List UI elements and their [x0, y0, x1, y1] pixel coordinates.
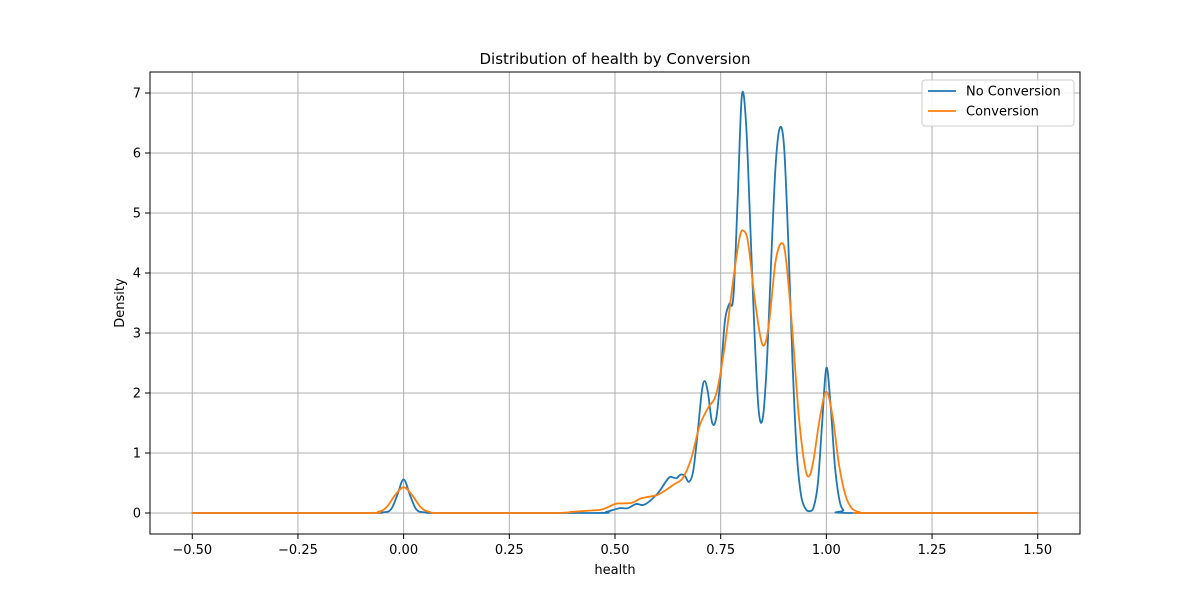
y-axis-ticks: 0 1 2 3 4 5 6 7	[133, 87, 150, 522]
y-tick-label: 6	[133, 147, 141, 162]
legend-label: No Conversion	[966, 85, 1061, 100]
legend-label: Conversion	[966, 105, 1039, 120]
x-tick-label: 0.00	[389, 543, 418, 558]
x-tick-label: 1.00	[812, 543, 841, 558]
series-lines	[191, 90, 1039, 514]
x-tick-label: 0.50	[601, 543, 630, 558]
x-tick-label: −0.25	[278, 543, 318, 558]
chart-title: Distribution of health by Conversion	[479, 50, 750, 68]
y-tick-label: 3	[133, 327, 141, 342]
y-tick-label: 2	[133, 387, 141, 402]
y-tick-label: 5	[133, 207, 141, 222]
x-tick-label: −0.50	[172, 543, 212, 558]
x-axis-label: health	[594, 563, 635, 578]
x-axis-ticks: −0.50 −0.25 0.00 0.25 0.50 0.75 1.00 1.25 1.50	[172, 534, 1052, 558]
x-tick-label: 1.50	[1023, 543, 1052, 558]
x-tick-label: 0.75	[706, 543, 735, 558]
series-line-conversion	[191, 229, 1039, 514]
y-tick-label: 0	[133, 507, 141, 522]
y-tick-label: 7	[133, 87, 141, 102]
y-tick-label: 4	[133, 267, 141, 282]
legend-box	[921, 79, 1075, 127]
legend: No Conversion Conversion	[921, 79, 1075, 127]
y-axis-label: Density	[113, 278, 128, 328]
series-line-no-conversion	[191, 90, 1039, 514]
y-tick-label: 1	[133, 447, 141, 462]
x-tick-label: 0.25	[495, 543, 524, 558]
x-tick-label: 1.25	[918, 543, 947, 558]
